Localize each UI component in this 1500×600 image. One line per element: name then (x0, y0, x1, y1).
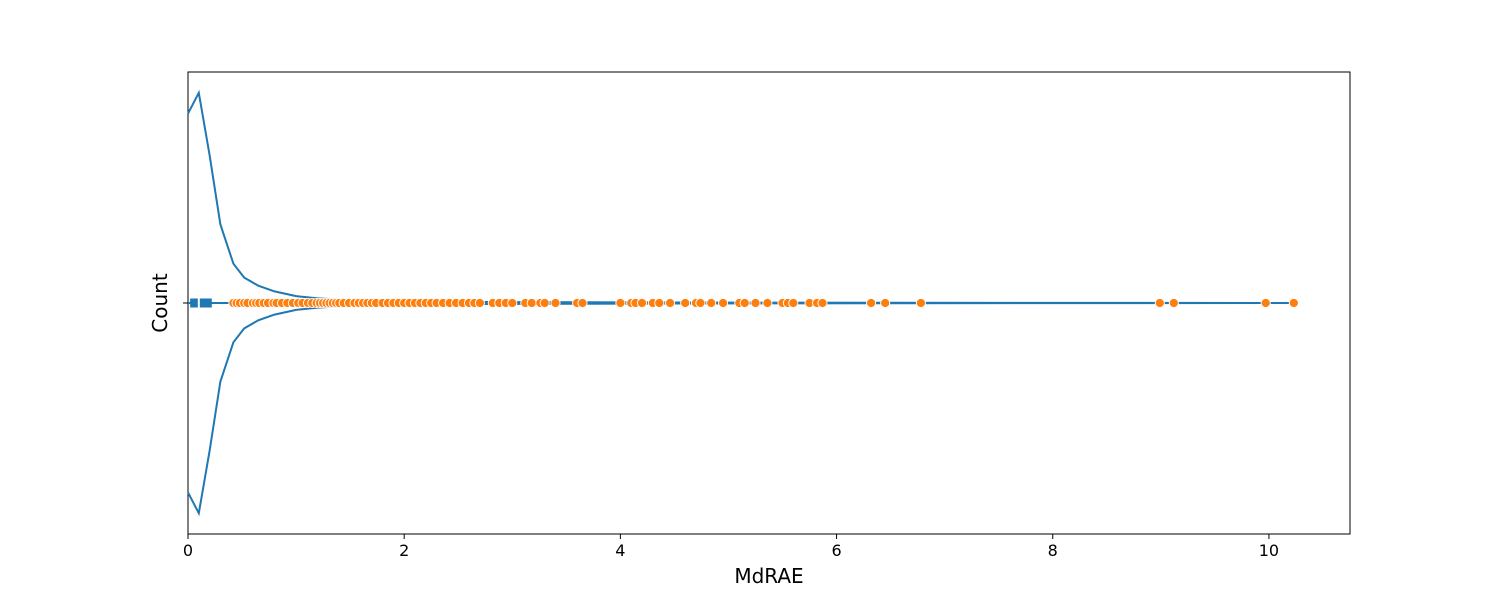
data-point (474, 297, 485, 309)
data-point (680, 297, 691, 309)
data-point (915, 297, 926, 309)
data-point (550, 297, 561, 309)
x-axis: 0 2 4 6 8 10 (183, 534, 1279, 560)
data-point (577, 297, 588, 309)
data-point (526, 297, 537, 309)
data-point (718, 297, 729, 309)
data-point (1168, 297, 1179, 309)
data-point (880, 297, 891, 309)
data-point (665, 297, 676, 309)
x-tick-label: 0 (183, 541, 193, 560)
data-point (1154, 297, 1165, 309)
x-tick-label: 10 (1259, 541, 1279, 560)
data-point (706, 297, 717, 309)
data-point (1288, 297, 1299, 309)
data-point (788, 297, 799, 309)
x-axis-label: MdRAE (734, 564, 803, 588)
data-point (817, 297, 828, 309)
x-tick-label: 8 (1048, 541, 1058, 560)
data-point (866, 297, 877, 309)
data-point (695, 297, 706, 309)
data-point (507, 297, 518, 309)
violin-box (190, 298, 212, 308)
data-point (636, 297, 648, 309)
data-point (615, 297, 626, 309)
data-point (739, 297, 750, 309)
data-point (750, 297, 761, 309)
y-axis-label: Count (148, 273, 172, 333)
x-tick-label: 6 (831, 541, 841, 560)
x-tick-label: 2 (399, 541, 409, 560)
violin-upper-outline (187, 89, 1294, 304)
data-point (1260, 297, 1271, 309)
data-point (654, 297, 665, 309)
points-layer (228, 297, 1299, 309)
violin-lower-outline (187, 302, 1294, 517)
data-point (762, 297, 773, 309)
x-tick-label: 4 (615, 541, 625, 560)
data-point (539, 297, 550, 309)
